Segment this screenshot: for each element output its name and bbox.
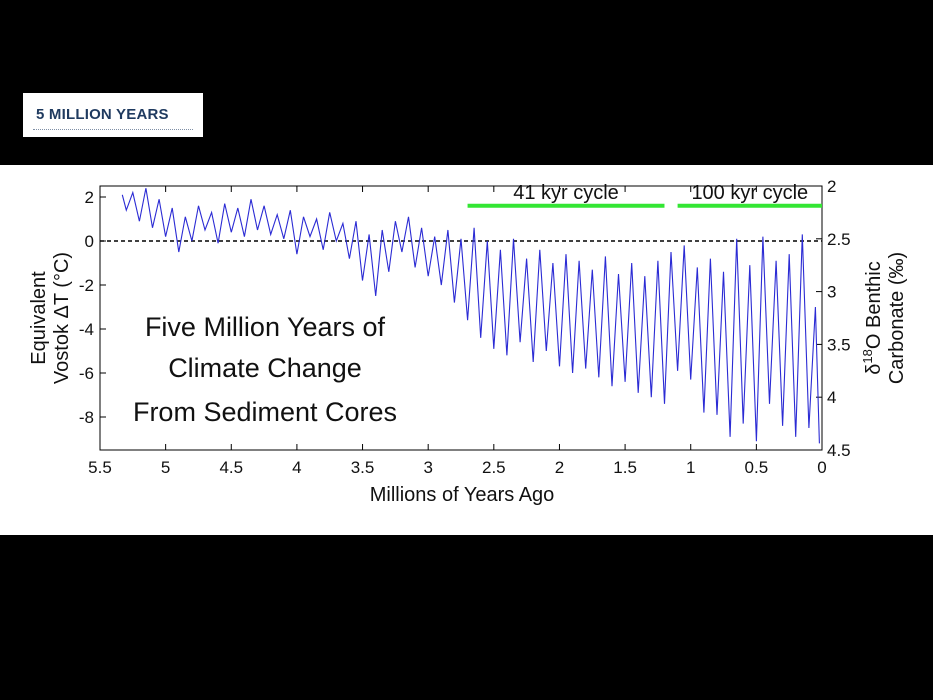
title-underline bbox=[33, 129, 193, 130]
x-tick-label: 2.5 bbox=[482, 458, 506, 477]
annotation-line-1: Five Million Years of bbox=[145, 312, 386, 342]
y-tick-label: 0 bbox=[85, 232, 94, 251]
x-axis-label: Millions of Years Ago bbox=[370, 484, 555, 506]
y-axis-label-line1: Equivalent bbox=[28, 271, 50, 365]
y-axis-ticks: 2 0 -2 -4 -6 -8 bbox=[79, 188, 106, 427]
cycle-label: 100 kyr cycle bbox=[691, 182, 808, 204]
y2-axis-label-line2: Carbonate (‰) bbox=[886, 252, 908, 384]
cycle-label: 41 kyr cycle bbox=[513, 182, 619, 204]
y-tick-label: 2 bbox=[85, 188, 94, 207]
y2-tick-label: 3.5 bbox=[827, 335, 851, 354]
y2-label-superscript: 18 bbox=[860, 349, 875, 363]
y2-tick-label: 2 bbox=[827, 177, 836, 196]
plot-frame bbox=[99, 185, 823, 451]
annotation-line-3: From Sediment Cores bbox=[133, 397, 397, 427]
cycle-bars: 41 kyr cycle 100 kyr cycle bbox=[467, 182, 822, 208]
y2-tick-label: 4 bbox=[827, 388, 836, 407]
y-tick-label: -2 bbox=[79, 276, 94, 295]
y2-label-delta: δ bbox=[863, 364, 885, 375]
plot-area: 5.5 5 4.5 4 3.5 3 2.5 2 1.5 1 0.5 0 2 0 -2 -4 -6 -8 2 2.5… bbox=[79, 177, 851, 477]
annotation-line-2: Climate Change bbox=[168, 353, 362, 383]
y2-label-rest: O Benthic bbox=[863, 261, 885, 349]
y2-tick-label: 2.5 bbox=[827, 230, 851, 249]
x-tick-label: 5 bbox=[161, 458, 170, 477]
y2-tick-label: 4.5 bbox=[827, 441, 851, 460]
x-tick-label: 0.5 bbox=[745, 458, 769, 477]
y2-axis-label-line1: δ18O Benthic bbox=[860, 261, 885, 374]
x-tick-label: 2 bbox=[555, 458, 564, 477]
series-line bbox=[121, 188, 820, 444]
y2-axis-ticks: 2 2.5 3 3.5 4 4.5 bbox=[816, 177, 851, 460]
y2-axis-label: δ18O Benthic Carbonate (‰) bbox=[860, 252, 908, 384]
y2-tick-label: 3 bbox=[827, 283, 836, 302]
x-tick-label: 5.5 bbox=[88, 458, 112, 477]
x-tick-label: 1.5 bbox=[613, 458, 637, 477]
x-axis-ticks: 5.5 5 4.5 4 3.5 3 2.5 2 1.5 1 0.5 0 bbox=[88, 186, 827, 477]
x-tick-label: 4.5 bbox=[219, 458, 243, 477]
y-tick-label: -8 bbox=[79, 408, 94, 427]
x-tick-label: 3.5 bbox=[351, 458, 375, 477]
x-tick-label: 0 bbox=[817, 458, 826, 477]
slide-title-box: 5 MILLION YEARS bbox=[23, 93, 203, 137]
x-tick-label: 4 bbox=[292, 458, 301, 477]
y-axis-label-line2: Vostok ΔT (°C) bbox=[51, 252, 73, 384]
x-tick-label: 1 bbox=[686, 458, 695, 477]
chart-figure: 5.5 5 4.5 4 3.5 3 2.5 2 1.5 1 0.5 0 2 0 -2 -4 -6 -8 2 2.5… bbox=[0, 165, 933, 535]
y-tick-label: -4 bbox=[79, 320, 94, 339]
y-tick-label: -6 bbox=[79, 364, 94, 383]
climate-chart: 5.5 5 4.5 4 3.5 3 2.5 2 1.5 1 0.5 0 2 0 -2 -4 -6 -8 2 2.5… bbox=[28, 177, 908, 506]
x-tick-label: 3 bbox=[423, 458, 432, 477]
slide-title: 5 MILLION YEARS bbox=[36, 106, 169, 123]
y-axis-label: Equivalent Vostok ΔT (°C) bbox=[28, 252, 73, 384]
